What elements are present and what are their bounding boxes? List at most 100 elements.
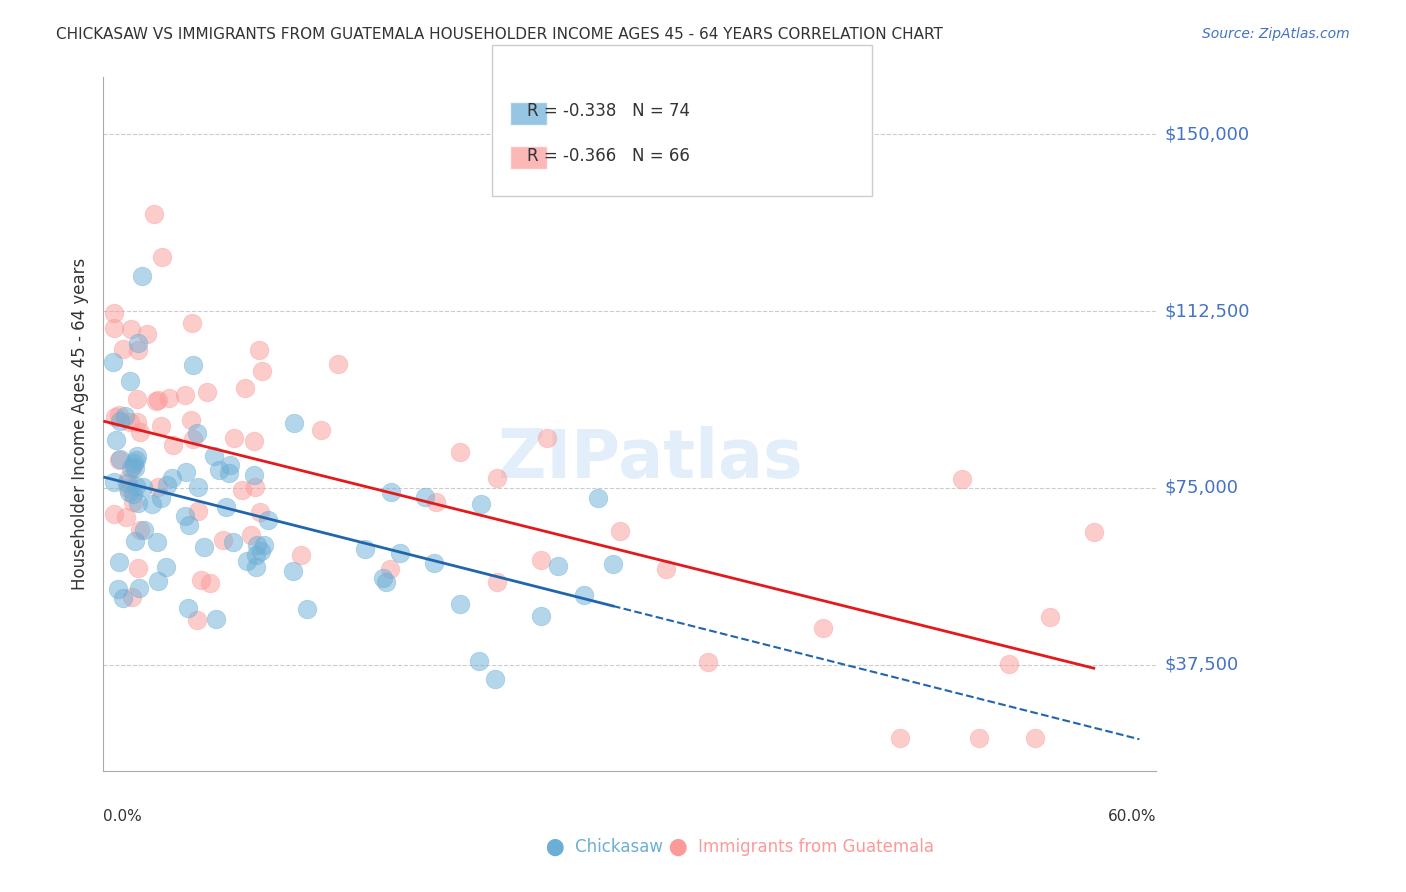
Point	[179, 517, 201, 532]
Point	[389, 546, 412, 560]
Point	[328, 357, 350, 371]
Point	[150, 250, 173, 264]
Point	[218, 466, 240, 480]
Point	[118, 374, 141, 388]
Point	[375, 575, 398, 590]
Point	[142, 207, 165, 221]
Point	[222, 431, 245, 445]
Point	[104, 410, 127, 425]
Point	[208, 463, 231, 477]
Point	[125, 452, 148, 467]
Point	[247, 343, 270, 357]
Point	[149, 419, 172, 434]
Text: R = -0.366   N = 66: R = -0.366 N = 66	[527, 147, 690, 165]
Point	[311, 423, 333, 437]
Text: ⬤  Immigrants from Guatemala: ⬤ Immigrants from Guatemala	[669, 838, 934, 856]
Point	[141, 497, 163, 511]
Point	[146, 574, 169, 588]
Point	[186, 613, 208, 627]
Point	[103, 355, 125, 369]
Text: 60.0%: 60.0%	[1108, 809, 1156, 824]
Point	[218, 458, 240, 473]
Point	[246, 538, 269, 552]
Text: Source: ZipAtlas.com: Source: ZipAtlas.com	[1202, 27, 1350, 41]
Point	[129, 523, 152, 537]
Point	[125, 479, 148, 493]
Point	[211, 533, 233, 547]
Point	[117, 475, 139, 490]
Point	[118, 415, 141, 429]
Point	[236, 554, 259, 568]
Point	[173, 388, 195, 402]
Point	[122, 456, 145, 470]
Text: CHICKASAW VS IMMIGRANTS FROM GUATEMALA HOUSEHOLDER INCOME AGES 45 - 64 YEARS COR: CHICKASAW VS IMMIGRANTS FROM GUATEMALA H…	[56, 27, 943, 42]
Point	[484, 673, 506, 687]
Text: ⬤  Chickasaw: ⬤ Chickasaw	[546, 838, 664, 856]
Point	[353, 542, 375, 557]
Point	[609, 524, 631, 538]
Y-axis label: Householder Income Ages 45 - 64 years: Householder Income Ages 45 - 64 years	[72, 258, 89, 591]
Point	[295, 602, 318, 616]
Point	[110, 414, 132, 428]
Text: R = -0.338   N = 74: R = -0.338 N = 74	[527, 103, 690, 120]
Point	[131, 268, 153, 283]
Point	[249, 543, 271, 558]
Point	[423, 556, 446, 570]
Text: ZIPatlas: ZIPatlas	[498, 426, 803, 492]
Point	[536, 431, 558, 445]
Point	[547, 559, 569, 574]
Point	[222, 535, 245, 549]
Point	[485, 471, 508, 485]
Point	[157, 392, 180, 406]
Point	[127, 450, 149, 464]
Point	[105, 433, 128, 447]
Point	[530, 552, 553, 566]
Point	[107, 555, 129, 569]
Point	[120, 322, 142, 336]
Point	[146, 480, 169, 494]
Point	[811, 621, 834, 635]
Point	[124, 533, 146, 548]
Point	[108, 453, 131, 467]
Point	[1024, 731, 1046, 745]
Point	[108, 451, 131, 466]
Point	[242, 434, 264, 449]
Point	[283, 564, 305, 578]
Text: $150,000: $150,000	[1164, 125, 1250, 143]
Point	[1083, 524, 1105, 539]
Point	[187, 504, 209, 518]
Point	[200, 576, 222, 591]
Text: $37,500: $37,500	[1164, 656, 1239, 674]
Point	[967, 731, 990, 745]
Point	[889, 731, 911, 745]
Point	[204, 450, 226, 464]
Point	[121, 495, 143, 509]
Point	[243, 467, 266, 482]
Point	[181, 432, 204, 446]
Point	[103, 321, 125, 335]
Point	[256, 513, 278, 527]
Point	[117, 481, 139, 495]
Point	[1039, 609, 1062, 624]
Point	[155, 559, 177, 574]
Point	[449, 597, 471, 611]
Point	[118, 485, 141, 500]
Point	[950, 473, 973, 487]
Point	[186, 425, 208, 440]
Point	[998, 657, 1021, 672]
Point	[253, 538, 276, 552]
Point	[602, 557, 624, 571]
Point	[117, 472, 139, 486]
Point	[114, 510, 136, 524]
Point	[243, 480, 266, 494]
Point	[250, 363, 273, 377]
Point	[378, 562, 401, 576]
Point	[160, 470, 183, 484]
Point	[240, 528, 263, 542]
Point	[127, 561, 149, 575]
Point	[136, 327, 159, 342]
Point	[121, 486, 143, 500]
Point	[125, 415, 148, 429]
Point	[111, 591, 134, 606]
Point	[145, 393, 167, 408]
